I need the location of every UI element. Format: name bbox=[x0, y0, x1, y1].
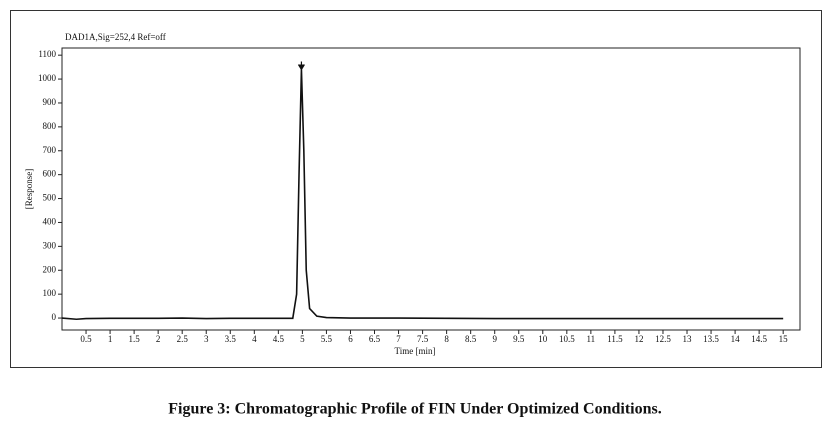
y-tick-label: 800 bbox=[43, 121, 57, 131]
x-tick-label: 4 bbox=[252, 334, 257, 344]
x-tick-label: 8.5 bbox=[465, 334, 477, 344]
x-tick-label: 5.5 bbox=[321, 334, 333, 344]
x-tick-label: 8 bbox=[444, 334, 449, 344]
x-tick-label: 7.5 bbox=[417, 334, 429, 344]
x-tick-label: 6.5 bbox=[369, 334, 381, 344]
x-tick-label: 5 bbox=[300, 334, 305, 344]
x-tick-label: 2.5 bbox=[177, 334, 189, 344]
y-tick-label: 900 bbox=[43, 97, 57, 107]
y-tick-label: 0 bbox=[52, 312, 57, 322]
y-tick-label: 300 bbox=[43, 240, 57, 250]
y-tick-label: 200 bbox=[43, 264, 57, 274]
x-tick-label: 0.5 bbox=[80, 334, 92, 344]
x-tick-label: 12 bbox=[634, 334, 643, 344]
y-tick-label: 500 bbox=[43, 193, 57, 203]
y-tick-label: 1100 bbox=[38, 49, 56, 59]
x-axis-label: Time [min] bbox=[395, 346, 436, 356]
x-tick-label: 14.5 bbox=[751, 334, 767, 344]
x-tick-label: 11 bbox=[587, 334, 596, 344]
x-tick-label: 1.5 bbox=[128, 334, 140, 344]
x-tick-label: 6 bbox=[348, 334, 353, 344]
x-tick-label: 3 bbox=[204, 334, 209, 344]
y-tick-label: 100 bbox=[43, 288, 57, 298]
x-tick-label: 10.5 bbox=[559, 334, 575, 344]
x-tick-label: 15 bbox=[779, 334, 789, 344]
x-tick-label: 11.5 bbox=[607, 334, 623, 344]
figure-caption: Figure 3: Chromatographic Profile of FIN… bbox=[168, 401, 661, 418]
x-tick-label: 7 bbox=[396, 334, 401, 344]
y-tick-label: 400 bbox=[43, 217, 57, 227]
x-tick-label: 14 bbox=[731, 334, 741, 344]
signal-trace bbox=[61, 69, 784, 321]
y-tick-label: 700 bbox=[43, 145, 57, 155]
y-tick-label: 1000 bbox=[38, 73, 57, 83]
x-tick-label: 4.5 bbox=[273, 334, 285, 344]
x-tick-label: 13.5 bbox=[703, 334, 719, 344]
plot-frame bbox=[61, 47, 801, 331]
x-tick-label: 13 bbox=[683, 334, 693, 344]
x-tick-label: 1 bbox=[108, 334, 113, 344]
x-tick-label: 12.5 bbox=[655, 334, 671, 344]
peak-marker bbox=[297, 61, 305, 71]
x-tick-label: 9.5 bbox=[513, 334, 525, 344]
y-tick-label: 600 bbox=[43, 169, 57, 179]
x-tick-label: 9 bbox=[492, 334, 497, 344]
x-tick-label: 3.5 bbox=[225, 334, 237, 344]
x-tick-label: 10 bbox=[538, 334, 548, 344]
figure-frame bbox=[10, 10, 822, 368]
chart-header: DAD1A,Sig=252,4 Ref=off bbox=[65, 32, 166, 42]
x-tick-label: 2 bbox=[156, 334, 161, 344]
y-axis-label: [Response] bbox=[24, 169, 34, 210]
